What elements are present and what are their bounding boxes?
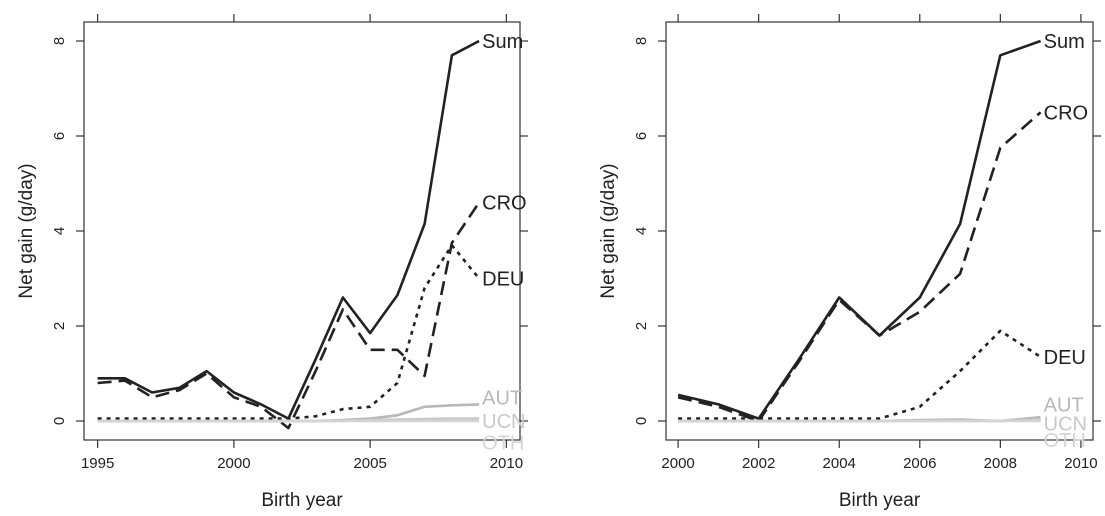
series-label-cro: CRO: [1044, 102, 1088, 124]
series-label-sum: Sum: [1044, 31, 1085, 53]
x-tick-label: 2004: [823, 455, 856, 472]
series-line-deu: [97, 244, 481, 420]
x-axis-label: Birth year: [261, 490, 343, 511]
x-tick-label: 2006: [903, 455, 936, 472]
y-tick-label: 6: [51, 132, 68, 140]
y-tick-label: 8: [51, 37, 68, 45]
series-label-oth: OTH: [482, 432, 524, 454]
x-tick-label: 2000: [661, 455, 694, 472]
chart-panel-1: 1995 2000 2005 2010 0 2 4 6 8 Birth year Net gain …: [16, 14, 528, 511]
x-tick-label: 2002: [742, 455, 775, 472]
x-tick-label: 2005: [353, 455, 386, 472]
series-line-sum: [677, 39, 1042, 420]
series-label-aut: AUT: [1044, 394, 1084, 416]
series-label-ucn: UCN: [482, 411, 525, 433]
y-axis-label: Net gain (g/day): [16, 163, 37, 298]
series-line-cro: [677, 111, 1042, 423]
chart-panel-2: 2000 2002 2004 2006 2008 2010 0 2 4 6 8 Birth year N…: [598, 14, 1101, 511]
series-label-aut: AUT: [482, 387, 522, 409]
x-tick-label: 2010: [490, 455, 523, 472]
series-label-ucn: UCN: [1044, 413, 1087, 435]
y-tick-label: 0: [51, 417, 68, 425]
x-tick-label: 2000: [217, 455, 250, 472]
x-axis-label: Birth year: [839, 490, 921, 511]
x-tick-label: 1995: [81, 455, 114, 472]
series-label-deu: DEU: [482, 269, 524, 291]
x-tick-label: 2008: [984, 455, 1017, 472]
y-tick-label: 4: [633, 227, 650, 235]
series-line-cro: [97, 201, 481, 430]
series-label-sum: Sum: [482, 31, 523, 53]
y-axis-label: Net gain (g/day): [598, 163, 619, 298]
plot-frame: [665, 21, 1094, 441]
y-tick-label: 4: [51, 227, 68, 235]
y-tick-label: 2: [633, 322, 650, 330]
y-tick-label: 0: [633, 417, 650, 425]
y-tick-label: 8: [633, 37, 650, 45]
series-label-deu: DEU: [1044, 347, 1086, 369]
series-line-sum: [97, 39, 480, 420]
series-label-oth: OTH: [1044, 430, 1086, 452]
x-tick-label: 2010: [1064, 455, 1097, 472]
y-tick-label: 2: [51, 322, 68, 330]
series-line-deu: [678, 329, 1042, 420]
y-tick-label: 6: [633, 132, 650, 140]
series-label-cro: CRO: [482, 193, 526, 215]
plot-frame: [83, 21, 521, 441]
